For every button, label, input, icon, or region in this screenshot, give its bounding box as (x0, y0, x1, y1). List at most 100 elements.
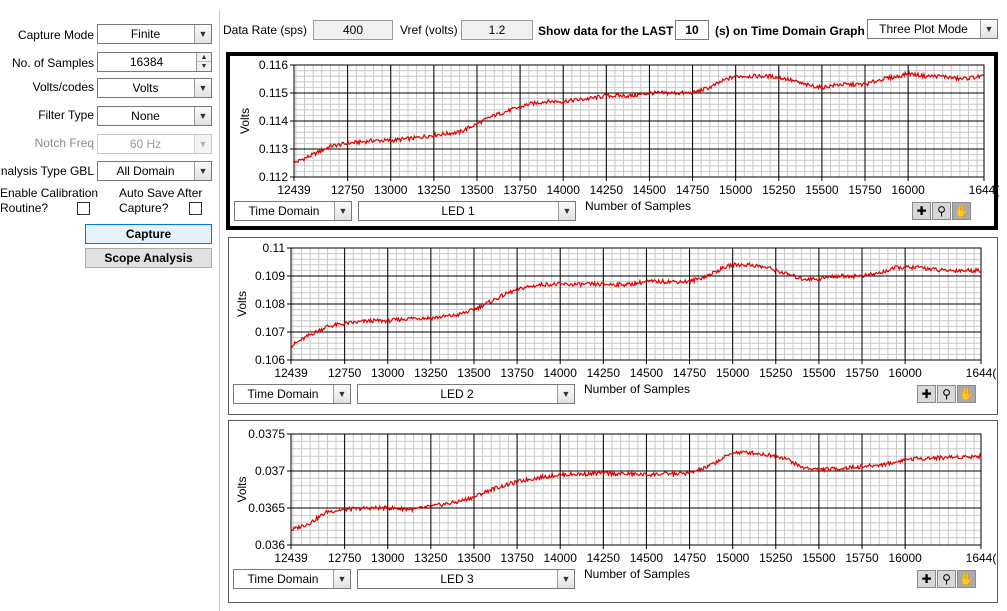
x-tick-label: 15000 (719, 183, 753, 197)
chevron-down-icon: ▼ (333, 570, 350, 588)
x-tick-label: 15500 (805, 183, 839, 197)
led-select[interactable]: LED 2 ▼ (357, 384, 575, 404)
y-tick-label: 0.116 (259, 58, 288, 72)
y-tick-label: 0.036 (255, 538, 285, 552)
domain-select[interactable]: Time Domain ▼ (234, 201, 352, 221)
increment-icon[interactable]: ▲ (197, 53, 211, 62)
show-data-label: Show data for the LAST (538, 24, 674, 38)
led-select[interactable]: LED 1 ▼ (358, 201, 576, 221)
y-axis-label: Volts (238, 108, 252, 134)
graph-palette: ✚ ⚲ ✋ (912, 202, 971, 220)
x-tick-label: 13500 (460, 183, 494, 197)
notch-freq-value: 60 Hz (129, 137, 162, 151)
x-tick-label: 15750 (845, 551, 879, 565)
enable-calibration-checkbox[interactable] (77, 202, 90, 215)
auto-save-label-line2: Capture? (119, 201, 169, 215)
time-domain-graph-3[interactable]: 12439 12750 13000 13250 13500 13750 14000 14250… (229, 421, 999, 604)
notch-freq-label: Notch Freq (34, 136, 94, 150)
domain-select-value: Time Domain (247, 387, 319, 401)
x-tick-label: 15500 (802, 551, 836, 565)
x-tick-label: 13000 (374, 183, 408, 197)
enable-calibration-label-line2: Routine? (0, 201, 49, 215)
analysis-type-label: nalysis Type GBL (0, 164, 94, 178)
time-domain-graph-2[interactable]: 12439 12750 13000 13250 13500 13750 14000 14250… (229, 238, 999, 416)
x-tick-label: 15250 (762, 183, 796, 197)
plot-panel-1[interactable]: 12439 12750 13000 13250 13500 13750 14000 14250… (226, 52, 999, 230)
x-axis-label: Number of Samples (585, 199, 692, 213)
x-tick-label: 14250 (587, 551, 621, 565)
pan-hand-icon[interactable]: ✋ (952, 202, 971, 220)
x-tick-label: 15250 (759, 551, 793, 565)
zoom-icon[interactable]: ⚲ (932, 202, 951, 220)
y-tick-label: 0.0365 (248, 501, 285, 515)
capture-mode-select[interactable]: Finite ▼ (97, 24, 212, 44)
crosshair-cursor-icon[interactable]: ✚ (917, 385, 936, 403)
decrement-icon[interactable]: ▼ (200, 63, 208, 70)
pan-hand-icon[interactable]: ✋ (957, 570, 976, 588)
x-tick-label: 15000 (716, 551, 750, 565)
chevron-down-icon: ▼ (980, 20, 997, 38)
plot-mode-select[interactable]: Three Plot Mode ▼ (867, 19, 998, 39)
plot-frame (290, 433, 982, 546)
chevron-down-icon: ▼ (557, 570, 574, 588)
analysis-type-select[interactable]: All Domain ▼ (97, 161, 212, 181)
capture-button[interactable]: Capture (85, 224, 212, 244)
show-seconds-field[interactable]: 10 (675, 20, 709, 40)
auto-save-label: Auto Save After (119, 186, 203, 200)
scope-analysis-button[interactable]: Scope Analysis (85, 248, 212, 268)
x-tick-label: 12750 (328, 366, 362, 380)
data-rate-field[interactable]: 400 (313, 20, 393, 40)
y-tick-label: 0.11 (263, 241, 286, 255)
x-tick-label: 13250 (417, 183, 451, 197)
chevron-down-icon: ▼ (194, 135, 211, 153)
x-tick-label: 14750 (676, 183, 710, 197)
panel-divider (219, 10, 220, 611)
x-tick-label: 15250 (759, 366, 793, 380)
chevron-down-icon: ▼ (557, 385, 574, 403)
x-tick-label: 15500 (802, 366, 836, 380)
plot-panel-2[interactable]: 12439 12750 13000 13250 13500 13750 14000 14250… (228, 237, 998, 415)
filter-type-label: Filter Type (38, 108, 94, 122)
plot-mode-value: Three Plot Mode (879, 22, 968, 36)
num-samples-stepper[interactable]: 16384 ▲ ▼ (97, 52, 212, 72)
plot-panel-3[interactable]: 12439 12750 13000 13250 13500 13750 14000 14250… (228, 420, 998, 603)
pan-hand-icon[interactable]: ✋ (957, 385, 976, 403)
volts-codes-select[interactable]: Volts ▼ (97, 78, 212, 98)
domain-select[interactable]: Time Domain ▼ (233, 384, 351, 404)
plot-frame (290, 247, 982, 361)
x-tick-label: 13250 (414, 551, 448, 565)
led-select-value: LED 3 (440, 572, 474, 586)
crosshair-cursor-icon[interactable]: ✚ (912, 202, 931, 220)
y-axis-label: Volts (235, 476, 249, 502)
x-tick-label: 14500 (630, 366, 664, 380)
num-samples-label: No. of Samples (11, 56, 94, 70)
x-tick-label: 14000 (544, 366, 578, 380)
x-axis-label: Number of Samples (584, 567, 691, 581)
auto-save-checkbox[interactable] (189, 202, 202, 215)
vref-field[interactable]: 1.2 (461, 20, 533, 40)
domain-select[interactable]: Time Domain ▼ (233, 569, 351, 589)
time-domain-graph-1[interactable]: 12439 12750 13000 13250 13500 13750 14000 14250… (230, 56, 1002, 234)
zoom-icon[interactable]: ⚲ (937, 385, 956, 403)
x-tick-label: 13500 (457, 366, 491, 380)
led-select[interactable]: LED 3 ▼ (357, 569, 575, 589)
x-tick-label: 14750 (673, 366, 707, 380)
chevron-down-icon: ▼ (194, 162, 211, 180)
y-tick-label: 0.112 (259, 170, 288, 184)
zoom-icon[interactable]: ⚲ (937, 570, 956, 588)
x-tick-label: 1644( (966, 366, 997, 380)
x-tick-label: 15750 (848, 183, 882, 197)
plot-area (291, 434, 981, 545)
filter-type-select[interactable]: None ▼ (97, 106, 212, 126)
graph-palette: ✚ ⚲ ✋ (917, 570, 976, 588)
crosshair-cursor-icon[interactable]: ✚ (917, 570, 936, 588)
num-samples-value: 16384 (129, 55, 164, 69)
stepper-arrows[interactable]: ▲ ▼ (196, 53, 211, 71)
x-tick-label: 13750 (500, 551, 534, 565)
y-tick-label: 0.108 (255, 297, 285, 311)
x-tick-label: 14500 (633, 183, 667, 197)
x-tick-label: 14750 (673, 551, 707, 565)
graph-palette: ✚ ⚲ ✋ (917, 385, 976, 403)
y-tick-label: 0.107 (255, 325, 285, 339)
notch-freq-select[interactable]: 60 Hz ▼ (97, 134, 212, 154)
